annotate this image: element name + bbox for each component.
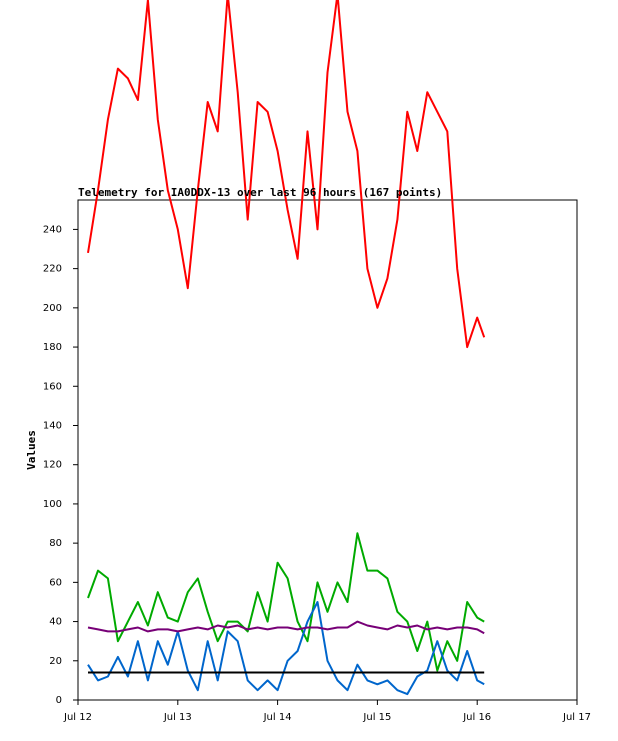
- x-tick-label: Jul 14: [263, 712, 292, 723]
- y-tick-label: 0: [56, 695, 62, 706]
- y-tick-label: 120: [43, 460, 62, 471]
- series-line: [87, 601, 485, 696]
- x-tick-label: Jul 13: [163, 712, 192, 723]
- y-axis-label: Values: [25, 430, 38, 470]
- series-line: [87, 532, 485, 672]
- y-tick-label: 220: [43, 264, 62, 275]
- y-tick-label: 240: [43, 224, 62, 235]
- plot-frame: [77, 199, 578, 701]
- x-tick-label: Jul 16: [462, 712, 491, 723]
- y-tick-label: 180: [43, 342, 62, 353]
- y-tick-label: 40: [49, 617, 62, 628]
- series-line: [87, 620, 485, 635]
- y-tick-label: 140: [43, 420, 62, 431]
- y-tick-label: 80: [49, 538, 62, 549]
- y-tick-label: 60: [49, 577, 62, 588]
- x-tick-label: Jul 17: [562, 712, 591, 723]
- x-tick-label: Jul 15: [362, 712, 391, 723]
- y-tick-label: 100: [43, 499, 62, 510]
- y-tick-label: 200: [43, 303, 62, 314]
- y-tick-label: 160: [43, 381, 62, 392]
- y-tick-label: 20: [49, 656, 62, 667]
- chart-title: Telemetry for IA0DDX-13 over last 96 hou…: [78, 186, 442, 199]
- series-line: [87, 0, 486, 349]
- x-tick-label: Jul 12: [63, 712, 92, 723]
